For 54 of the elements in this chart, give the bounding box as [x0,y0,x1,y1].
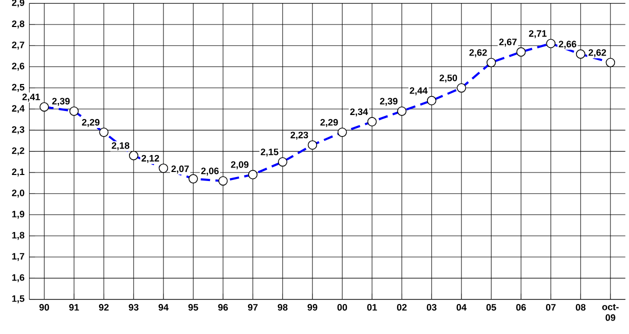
y-tick-label: 2,2 [12,147,24,156]
y-tick-label: 2,8 [12,20,24,28]
x-tick-label: oct-09 [602,304,619,321]
y-tick-label: 2,7 [12,42,24,50]
x-tick-label: 06 [516,304,526,311]
x-tick-label: 90 [39,304,50,311]
data-label: 2,07 [171,166,189,174]
y-tick-label: 2,4 [12,105,25,114]
y-tick-label: 2,3 [12,126,24,134]
y-tick-label: 2,5 [12,84,24,92]
data-label: 2,44 [410,87,428,96]
data-label: 2,29 [320,119,338,127]
data-label: 2,66 [558,40,576,49]
x-tick-label: 02 [397,304,407,311]
data-label: 2,71 [528,30,547,38]
y-tick-label: 1,6 [12,274,24,282]
x-tick-label: 04 [456,304,467,311]
data-label: 2,06 [201,168,219,176]
x-tick-label: 92 [98,304,109,311]
data-label: 2,67 [499,38,517,47]
x-tick-label: 96 [218,304,228,311]
data-label: 2,41 [22,94,40,102]
x-tick-label: 01 [367,304,377,311]
data-label: 2,39 [52,98,70,106]
x-tick-label: 99 [308,304,318,311]
data-label: 2,34 [350,108,368,116]
x-tick-label: 08 [576,304,586,311]
x-tick-label: 98 [278,304,288,311]
data-label: 2,15 [260,148,278,157]
data-label: 2,62 [469,49,487,58]
x-tick-label: 95 [188,304,198,311]
y-tick-label: 2,6 [12,62,24,71]
y-tick-label: 2,0 [12,190,24,198]
data-label: 2,18 [112,142,130,150]
data-label: 2,09 [230,161,248,170]
x-tick-label: 91 [69,304,79,311]
x-tick-label: 94 [158,304,169,311]
x-tick-label: 03 [426,304,436,311]
x-tick-label: 00 [337,304,348,311]
data-label: 2,23 [290,132,308,140]
x-tick-label: 93 [128,304,138,311]
data-label: 2,50 [440,74,458,83]
y-tick-label: 1,8 [12,232,24,240]
data-label: 2,12 [142,154,160,163]
data-label: 2,29 [82,119,100,127]
y-tick-label: 1,5 [12,295,24,304]
y-tick-label: 1,7 [12,253,24,261]
x-tick-label: 05 [486,304,496,311]
x-tick-label: 97 [248,304,258,311]
x-tick-label: 07 [546,304,556,311]
y-tick-label: 1,9 [12,210,24,219]
data-label: 2,62 [588,49,606,58]
y-tick-label: 2,1 [12,168,24,176]
data-label: 2,39 [380,98,398,106]
